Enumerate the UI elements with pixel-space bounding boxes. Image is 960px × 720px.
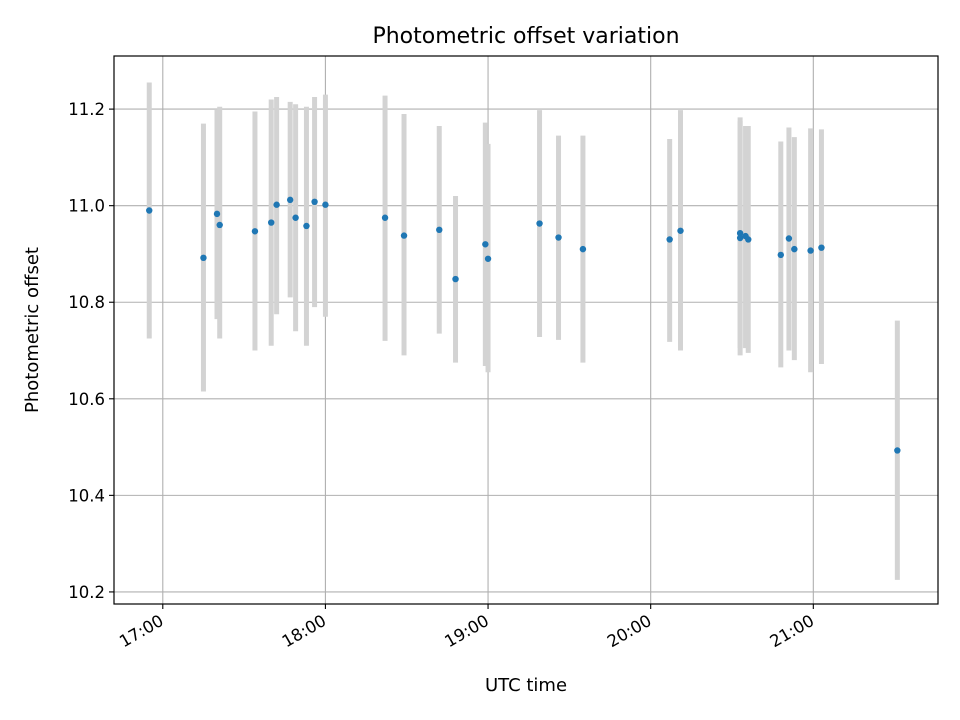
- data-point: [216, 221, 223, 229]
- data-point: [286, 196, 294, 204]
- data-point: [303, 222, 310, 230]
- data-point: [436, 226, 443, 234]
- data-point: [292, 214, 299, 221]
- plot-frame: [113, 55, 939, 605]
- data-point: [482, 241, 489, 248]
- data-point: [322, 201, 329, 208]
- data-point: [381, 214, 389, 221]
- data-point: [785, 235, 793, 242]
- data-point: [311, 198, 318, 206]
- y-tick-label: 11.2: [68, 100, 105, 119]
- data-point: [268, 219, 275, 226]
- data-point: [677, 227, 684, 234]
- data-point: [736, 229, 744, 237]
- x-axis-label: UTC time: [485, 675, 567, 696]
- data-point: [807, 247, 814, 254]
- y-axis-label: Photometric offset: [22, 247, 43, 413]
- data-point: [146, 207, 153, 214]
- data-point: [555, 234, 562, 241]
- data-point: [200, 254, 207, 262]
- data-point: [251, 228, 259, 235]
- data-point: [452, 275, 459, 283]
- data-point: [791, 245, 798, 253]
- data-point: [400, 232, 408, 239]
- data-point: [736, 234, 744, 242]
- y-tick-label: 10.6: [68, 390, 105, 409]
- data-point: [484, 255, 492, 262]
- data-point: [666, 236, 673, 243]
- y-tick-label: 10.2: [68, 583, 105, 602]
- data-point: [818, 244, 825, 251]
- y-axis-ticks: 10.2 10.4 10.6 10.8 11.0 11.2: [68, 100, 114, 602]
- data-point: [579, 245, 587, 253]
- data-point: [536, 220, 543, 227]
- data-point: [213, 210, 221, 218]
- y-tick-label: 10.8: [68, 293, 105, 312]
- data-point: [777, 251, 784, 259]
- data-point: [745, 236, 752, 243]
- data-point: [273, 201, 280, 208]
- data-points: [146, 196, 901, 454]
- y-tick-label: 10.4: [68, 486, 105, 505]
- chart-title: Photometric offset variation: [372, 24, 679, 49]
- y-tick-label: 11.0: [68, 197, 105, 216]
- data-point: [894, 447, 901, 454]
